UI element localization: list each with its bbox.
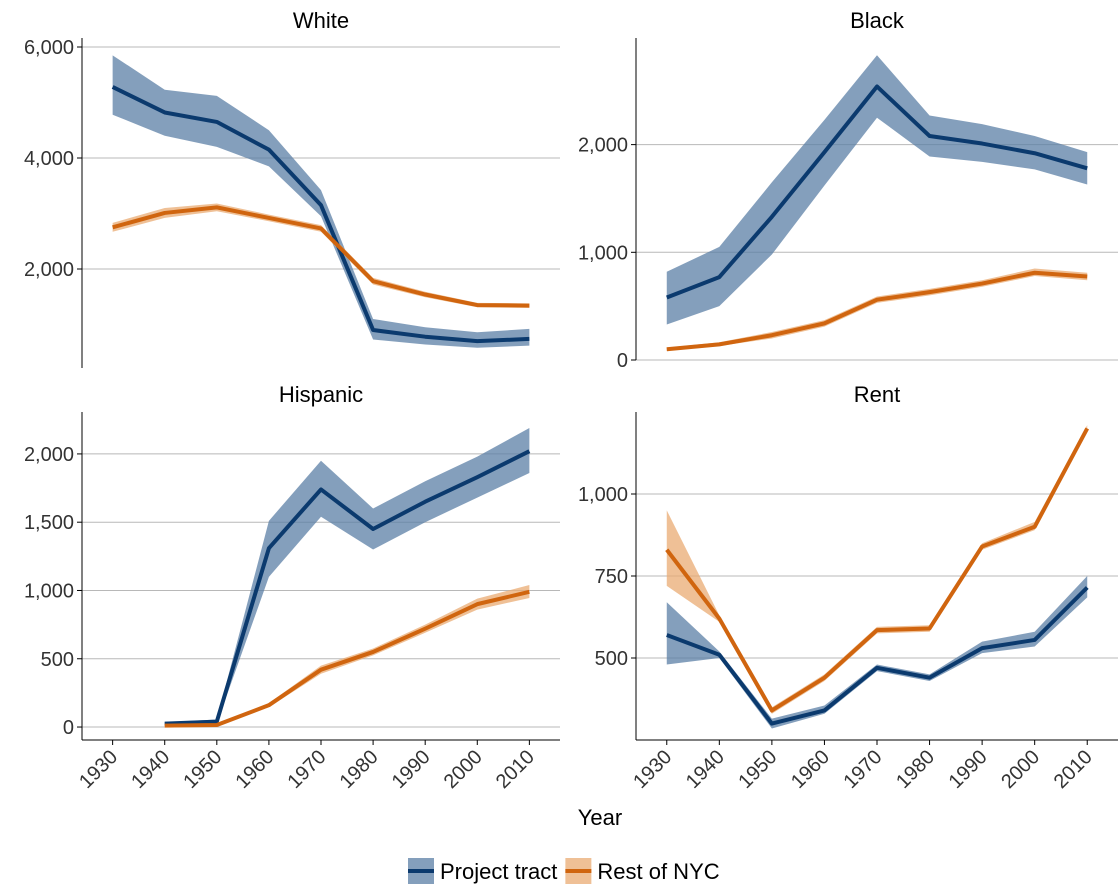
x-tick-label: 1930 bbox=[629, 746, 676, 793]
y-tick-label: 1,500 bbox=[24, 512, 74, 534]
legend-label: Project tract bbox=[440, 859, 557, 884]
series-line bbox=[666, 270, 1088, 352]
x-tick-label: 1980 bbox=[336, 746, 383, 793]
confidence-band bbox=[666, 576, 1088, 729]
x-tick-label: 2000 bbox=[440, 746, 487, 793]
y-tick-label: 1,000 bbox=[578, 242, 628, 264]
y-tick-label: 0 bbox=[617, 350, 628, 372]
panel-title: White bbox=[293, 8, 349, 33]
x-tick-label: 1940 bbox=[682, 746, 729, 793]
x-tick-label: 1970 bbox=[840, 746, 887, 793]
confidence-band bbox=[666, 55, 1088, 325]
x-tick-label: 1960 bbox=[231, 746, 278, 793]
series-line bbox=[111, 85, 530, 344]
series-line bbox=[665, 427, 1089, 713]
y-tick-label: 2,000 bbox=[24, 444, 74, 466]
y-tick-label: 750 bbox=[595, 566, 628, 588]
confidence-band bbox=[164, 585, 530, 727]
y-tick-label: 2,000 bbox=[24, 259, 74, 281]
y-tick-label: 4,000 bbox=[24, 148, 74, 170]
panel-title: Rent bbox=[854, 382, 900, 407]
confidence-band bbox=[666, 268, 1088, 351]
x-tick-label: 1930 bbox=[75, 746, 122, 793]
x-tick-label: 1950 bbox=[734, 746, 781, 793]
y-tick-label: 2,000 bbox=[578, 135, 628, 157]
x-tick-label: 1940 bbox=[127, 746, 174, 793]
x-tick-label: 1970 bbox=[284, 746, 331, 793]
x-tick-label: 1990 bbox=[388, 746, 435, 793]
x-tick-label: 2000 bbox=[997, 746, 1044, 793]
y-tick-label: 1,000 bbox=[578, 484, 628, 506]
legend-label: Rest of NYC bbox=[597, 859, 719, 884]
x-tick-label: 1960 bbox=[787, 746, 834, 793]
series-line bbox=[666, 586, 1089, 726]
y-tick-label: 500 bbox=[595, 648, 628, 670]
confidence-band bbox=[112, 55, 530, 348]
x-tick-label: 1980 bbox=[892, 746, 939, 793]
panel-title: Hispanic bbox=[279, 382, 363, 407]
x-tick-label: 2010 bbox=[492, 746, 539, 793]
confidence-band bbox=[164, 427, 530, 725]
series-line bbox=[666, 84, 1088, 300]
series-line bbox=[164, 589, 530, 728]
x-tick-label: 2010 bbox=[1050, 746, 1097, 793]
y-tick-label: 1,000 bbox=[24, 580, 74, 602]
series-line bbox=[112, 205, 530, 308]
x-axis-title: Year bbox=[578, 805, 622, 830]
confidence-band bbox=[112, 203, 530, 308]
series-line bbox=[164, 449, 531, 726]
panel-title: Black bbox=[850, 8, 905, 33]
y-tick-label: 6,000 bbox=[24, 37, 74, 59]
x-tick-label: 1990 bbox=[945, 746, 992, 793]
y-tick-label: 0 bbox=[63, 717, 74, 739]
x-tick-label: 1950 bbox=[179, 746, 226, 793]
y-tick-label: 500 bbox=[41, 649, 74, 671]
legend: Project tract Rest of NYC bbox=[408, 858, 720, 884]
